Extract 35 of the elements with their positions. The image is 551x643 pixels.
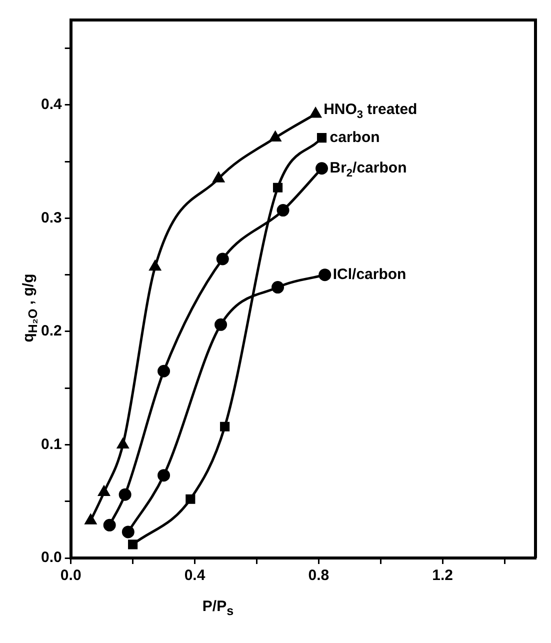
point: [316, 133, 327, 143]
x-tick-label: 0.0: [60, 567, 82, 584]
point: [118, 488, 132, 501]
point: [316, 162, 328, 175]
point: [98, 486, 110, 496]
y-tick-label: 0.2: [40, 322, 62, 340]
series-label: carbon: [330, 128, 380, 146]
x-tick-label: 0.4: [184, 567, 206, 584]
y-tick-label: 0.0: [40, 549, 62, 566]
point: [186, 494, 196, 504]
y-tick-label: 0.4: [40, 96, 62, 114]
x-tick-label: 1.2: [432, 567, 453, 584]
x-axis-title: P/P$_{s}$: [201, 598, 235, 618]
point: [117, 438, 128, 448]
point: [216, 252, 229, 266]
y-tick-label: 0.3: [40, 209, 62, 226]
point: [276, 204, 290, 217]
point: [158, 364, 170, 378]
point: [213, 172, 224, 182]
point: [128, 540, 138, 550]
point: [310, 108, 322, 118]
point: [150, 260, 161, 271]
point: [270, 132, 281, 142]
point: [318, 268, 332, 282]
point: [85, 514, 96, 524]
point: [158, 469, 170, 482]
point: [272, 281, 284, 294]
point: [122, 526, 134, 538]
x-tick-label: 0.8: [308, 567, 330, 584]
y-tick-label: 0.1: [40, 436, 62, 453]
point: [272, 182, 283, 192]
point: [220, 422, 230, 432]
point: [103, 518, 116, 532]
series-label: ICl/carbon: [332, 266, 406, 283]
point: [214, 318, 228, 331]
